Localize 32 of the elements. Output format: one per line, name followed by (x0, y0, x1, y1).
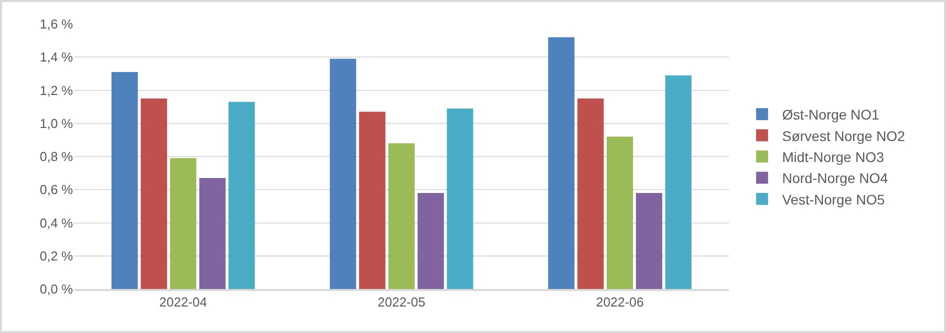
bar (636, 192, 662, 289)
y-tick-label: 0,6 % (40, 182, 74, 198)
bar (170, 158, 196, 289)
y-tick-label: 0,0 % (40, 282, 74, 297)
legend-label: Sørvest Norge NO2 (782, 128, 906, 144)
y-tick-label: 0,8 % (40, 149, 74, 164)
legend-label: Vest-Norge NO5 (782, 191, 886, 208)
bar (577, 98, 604, 289)
y-tick-label: 1,2 % (40, 82, 74, 98)
bar (548, 37, 574, 289)
y-tick-label: 1,0 % (40, 116, 74, 131)
bar (330, 58, 356, 289)
x-tick-label: 2022-05 (378, 294, 426, 310)
bar (199, 178, 226, 289)
bar (359, 112, 386, 289)
bar (446, 108, 474, 289)
legend-label: Øst-Norge NO1 (782, 106, 880, 123)
bar (388, 143, 415, 289)
bar (606, 136, 633, 289)
x-tick-label: 2022-04 (159, 294, 208, 310)
x-tick-label: 2022-06 (596, 294, 644, 310)
bar (140, 98, 168, 289)
y-tick-label: 0,4 % (40, 215, 74, 230)
legend-label: Midt-Norge NO3 (782, 148, 884, 165)
bar (665, 75, 692, 289)
bar (111, 72, 138, 289)
y-tick-label: 0,2 % (40, 248, 74, 264)
bar (228, 102, 255, 289)
y-tick-label: 1,4 % (40, 50, 74, 65)
y-tick-label: 1,6 % (40, 16, 74, 32)
bar (418, 192, 444, 289)
legend-label: Nord-Norge NO4 (782, 170, 888, 186)
